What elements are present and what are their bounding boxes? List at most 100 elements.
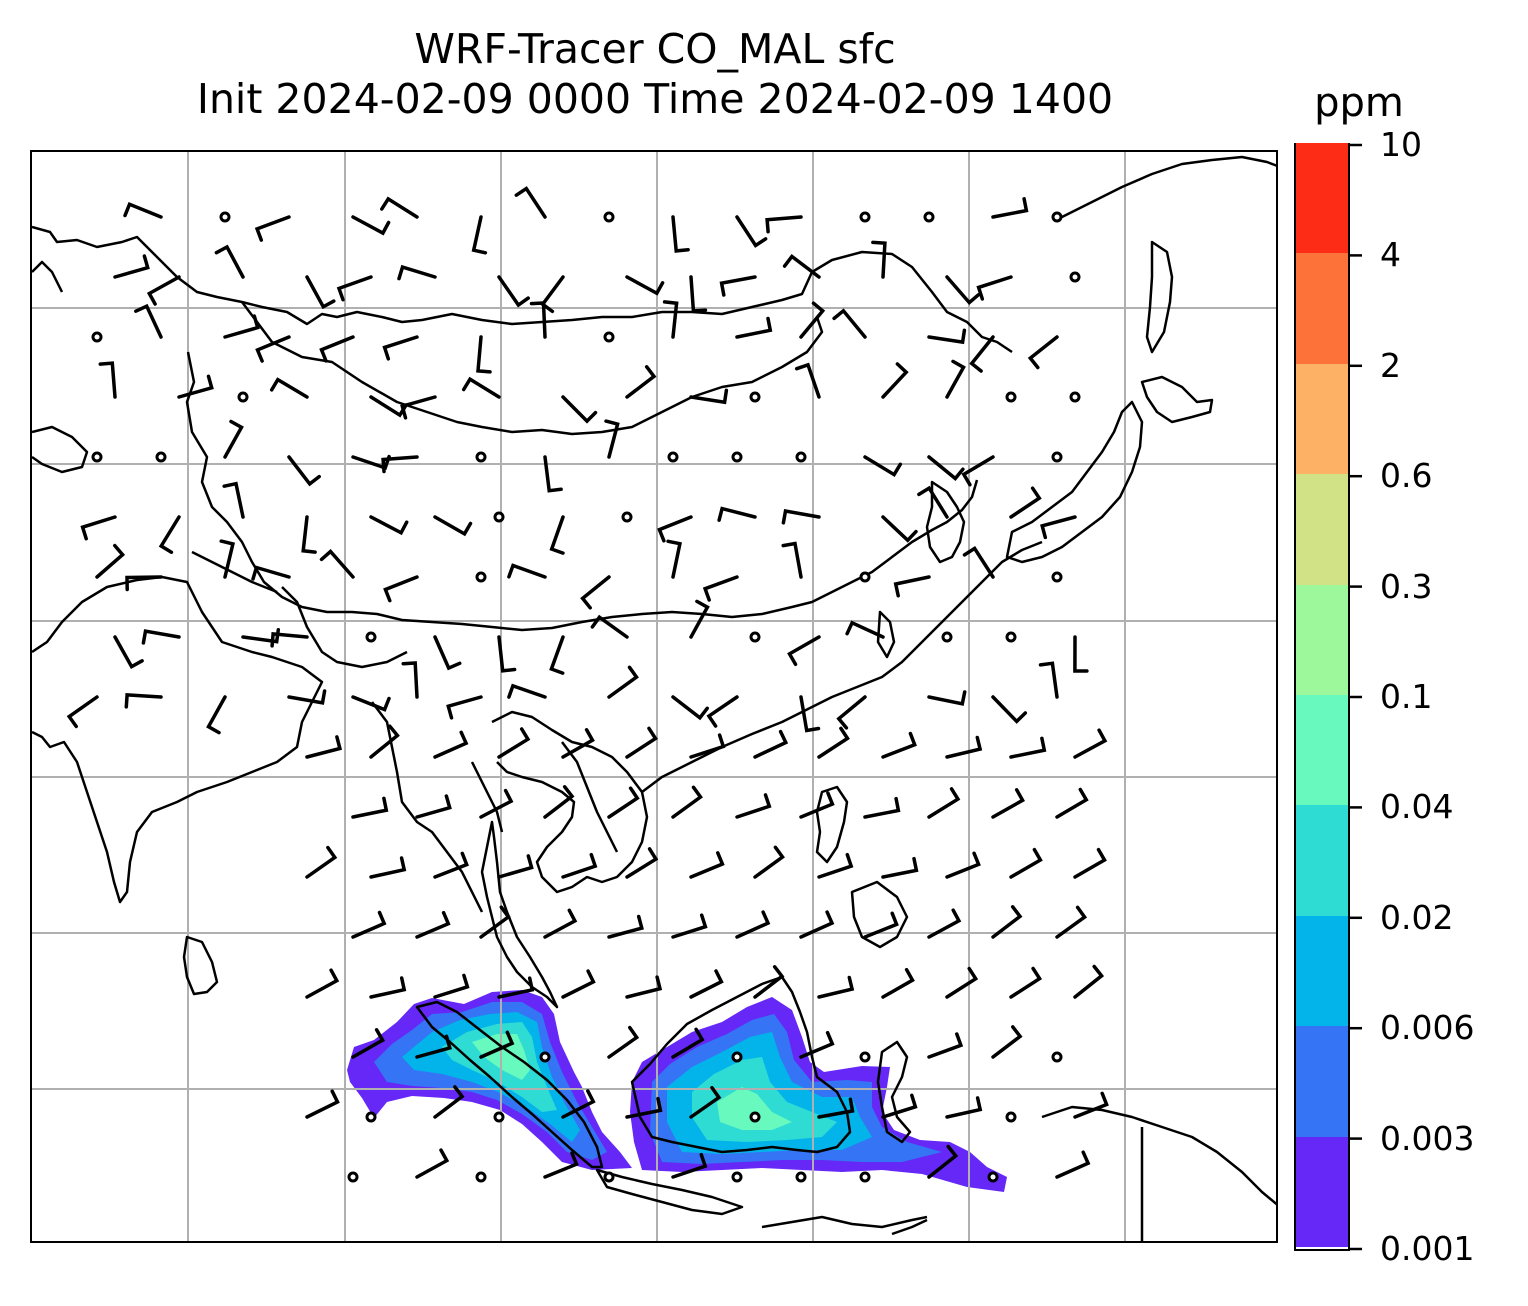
wind-barb [976, 275, 1013, 301]
wind-barb [397, 264, 437, 281]
wind-barb [689, 733, 726, 759]
sri-lanka [182, 935, 219, 996]
colorbar-bin-5 [1296, 584, 1348, 695]
wind-barb [735, 215, 768, 248]
wind-barb [369, 724, 400, 759]
wind-barb [471, 215, 488, 255]
calm-wind-marker [731, 1171, 743, 1183]
calm-wind-marker [1051, 211, 1063, 223]
thailand-border [470, 761, 504, 833]
korea [925, 480, 966, 564]
title-line-1: WRF-Tracer CO_MAL sfc [414, 25, 896, 73]
wind-barb [927, 908, 962, 939]
wind-barb [1055, 787, 1089, 819]
wind-barb [1073, 964, 1105, 999]
wind-barb [222, 481, 245, 519]
new-guinea [1041, 1105, 1276, 1206]
wind-barb [543, 1151, 579, 1179]
calm-wind-marker [749, 631, 761, 643]
wind-barb [113, 635, 144, 669]
wind-barb [401, 661, 419, 699]
wind-barb [305, 968, 340, 999]
wind-barb [1073, 635, 1089, 673]
wind-barb [305, 275, 336, 310]
wind-barb [781, 541, 803, 579]
wind-barb [817, 852, 854, 879]
colorbar-bin-7 [1296, 363, 1348, 475]
wind-barb [666, 539, 682, 579]
co-plume-borneo [630, 997, 1007, 1192]
wind-barb [927, 787, 961, 819]
calm-wind-marker [667, 451, 679, 463]
wind-barb [497, 635, 517, 673]
wind-barb [305, 845, 338, 879]
colorbar-bin-2 [1296, 915, 1348, 1027]
wind-barb [383, 575, 419, 603]
wind-barb [561, 1089, 596, 1119]
vietnam-inner [561, 741, 619, 853]
wind-barb [1040, 515, 1077, 540]
calm-wind-marker [1005, 631, 1017, 643]
wind-barb [765, 215, 803, 234]
wind-barb [287, 455, 321, 487]
wind-barb [657, 515, 693, 543]
map-gridlines [32, 152, 1276, 1241]
wind-barbs-layer [66, 186, 1109, 1179]
wind-barb [351, 910, 387, 939]
wind-barb [1055, 1150, 1091, 1179]
philippines-mindanao [850, 880, 909, 949]
wind-barb [991, 695, 1028, 724]
wind-barb [607, 786, 640, 819]
colorbar-bin-9 [1296, 143, 1348, 254]
wind-barb [255, 335, 291, 363]
wind-barb [689, 969, 724, 999]
wind-barb [689, 851, 725, 879]
calm-wind-marker [923, 211, 935, 223]
wind-barb [671, 695, 709, 721]
map-panel[interactable] [30, 150, 1278, 1243]
wind-barb [381, 455, 419, 474]
wind-barb [625, 365, 657, 399]
colorbar-tick-label: 0.02 [1380, 897, 1454, 937]
wind-barb [98, 361, 117, 399]
philippines-luzon [815, 785, 849, 864]
wind-barb [1073, 847, 1107, 879]
wind-barb [507, 563, 547, 579]
wind-barb [945, 275, 981, 306]
plume-borneo-peak [717, 1087, 792, 1130]
wind-barb [927, 1032, 964, 1059]
wind-barb [123, 202, 163, 219]
wind-barb [177, 374, 214, 399]
wind-barb [702, 575, 739, 602]
wind-barb [382, 335, 419, 361]
asia-north-coast [32, 225, 1013, 354]
wind-barb [301, 515, 317, 554]
colorbar-tick-label: 0.1 [1380, 677, 1433, 716]
wind-barb [945, 851, 981, 879]
calm-wind-marker [731, 451, 743, 463]
sakhalin [1145, 240, 1174, 354]
sumatra-coast [415, 1000, 604, 1169]
wind-barb [671, 215, 690, 253]
wind-barb [336, 275, 373, 302]
colorbar-bin-4 [1296, 695, 1348, 806]
calm-wind-marker [1051, 451, 1063, 463]
wind-barb [400, 395, 437, 420]
wind-barb [433, 730, 469, 759]
calm-wind-marker [603, 211, 615, 223]
wind-barb [945, 966, 979, 999]
calm-wind-marker [1051, 1051, 1063, 1063]
colorbar-unit: ppm [1314, 80, 1404, 126]
calm-wind-marker [731, 1051, 743, 1063]
borneo-coast [630, 975, 852, 1154]
wind-barb [479, 788, 514, 819]
wind-barb [415, 1148, 450, 1179]
wind-barb [319, 549, 355, 579]
myanmar-border [371, 701, 484, 913]
wind-barb [671, 785, 703, 819]
wind-barb [415, 910, 451, 939]
wind-barb [625, 275, 665, 296]
wind-barb [543, 908, 578, 939]
wind-barb [607, 914, 644, 939]
wind-barb [66, 695, 99, 729]
